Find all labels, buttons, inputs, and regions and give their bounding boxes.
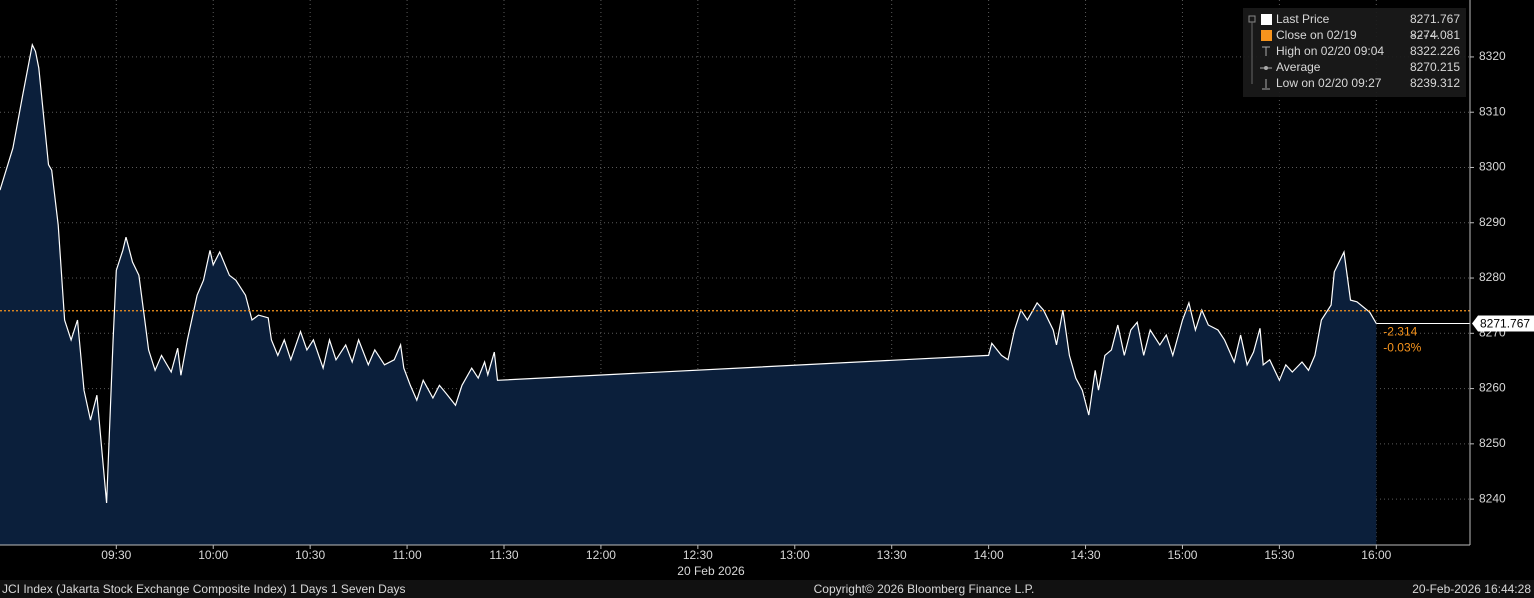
legend-box [1243,8,1466,97]
legend-value: 8270.215 [1410,60,1460,74]
y-tick-label: 8250 [1479,436,1506,450]
x-tick-label: 12:30 [683,548,713,562]
x-tick-label: 14:30 [1071,548,1101,562]
footer-left: JCI Index (Jakarta Stock Exchange Compos… [2,582,406,596]
legend-low-icon [1262,79,1270,90]
y-tick-label: 8290 [1479,215,1506,229]
x-axis-label: 20 Feb 2026 [677,564,745,578]
y-tick-label: 8320 [1479,49,1506,63]
x-tick-label: 09:30 [101,548,131,562]
x-tick-label: 11:30 [489,548,518,562]
legend-swatch [1261,14,1272,25]
legend-text: Last Price 8271.767 Close on 02/19 8274.081… [1276,12,1460,90]
footer-bar [0,580,1534,598]
x-tick-label: 12:00 [586,548,616,562]
footer-right: 20-Feb-2026 16:44:28 [1412,582,1531,596]
x-tick-label: 13:00 [780,548,810,562]
legend-name: Close on 02/19 [1276,28,1357,42]
x-tick-label: 14:00 [974,548,1004,562]
legend-value: 8271.767 [1410,12,1460,26]
legend-average-icon [1264,66,1268,70]
last-price-label: 8271.767 [1480,317,1530,331]
x-tick-label: 15:30 [1264,548,1294,562]
x-tick-label: 11:00 [393,548,422,562]
change-label: -0.03% [1383,341,1421,355]
x-tick-label: 15:00 [1167,548,1197,562]
x-tick-label: 13:30 [877,548,907,562]
price-line [0,42,1377,504]
legend-value: 8322.226 [1410,44,1460,58]
legend-name: High on 02/20 09:04 [1276,44,1384,58]
legend-value: 8274.081 [1410,28,1460,42]
y-tick-label: 8300 [1479,160,1506,174]
legend-swatch [1261,30,1272,41]
y-tick-label: 8280 [1479,270,1506,284]
legend-name: Last Price [1276,12,1330,26]
x-tick-label: 10:30 [295,548,325,562]
legend [1243,8,1466,97]
legend-high-icon [1262,46,1270,56]
legend-value: 8239.312 [1410,76,1460,90]
legend-name: Low on 02/20 09:27 [1276,76,1382,90]
area [0,44,1377,546]
axes: 82408250826082708280829083008310832009:3… [101,49,1534,562]
legend-name: Average [1276,60,1321,74]
plot [0,42,1470,546]
y-tick-label: 8310 [1479,104,1506,118]
x-tick-label: 16:00 [1361,548,1391,562]
y-tick-label: 8240 [1479,491,1506,505]
x-tick-label: 10:00 [198,548,228,562]
y-tick-label: 8260 [1479,381,1506,395]
last-price-pointer [1472,315,1534,332]
footer-center: Copyright© 2026 Bloomberg Finance L.P. [814,582,1035,596]
change-label: -2.314 [1383,325,1417,339]
